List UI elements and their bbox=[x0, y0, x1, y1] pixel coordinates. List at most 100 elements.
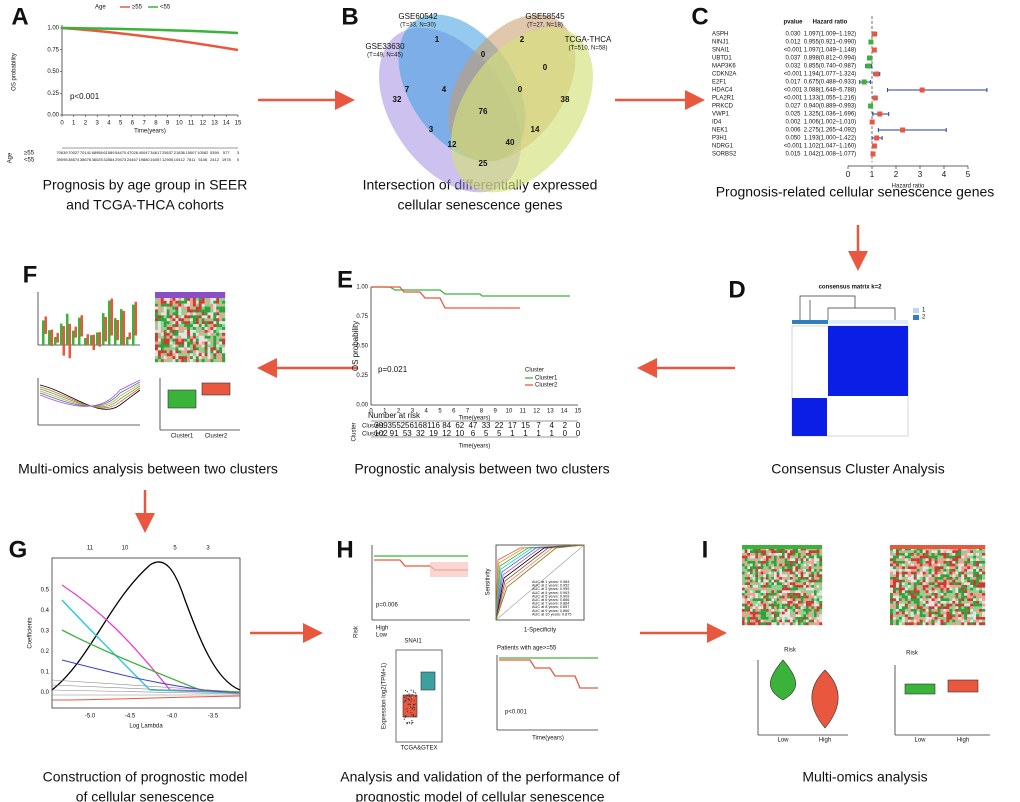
heat-cell bbox=[178, 309, 182, 313]
heat-cell bbox=[970, 595, 974, 599]
heat-cell bbox=[895, 574, 900, 578]
heat-cell bbox=[774, 601, 777, 604]
heat-cell bbox=[892, 609, 897, 612]
heat-cell bbox=[204, 303, 208, 307]
heat-cell bbox=[187, 327, 191, 331]
heat-cell bbox=[178, 338, 182, 342]
heat-cell bbox=[744, 585, 748, 588]
heat-cell bbox=[898, 579, 903, 583]
heat-cell bbox=[795, 569, 799, 572]
bar bbox=[60, 323, 63, 345]
x-tick-label: 9 bbox=[166, 121, 170, 127]
heat-cell bbox=[760, 601, 764, 604]
p-value: p<0.001 bbox=[505, 710, 528, 716]
heat-cell bbox=[792, 603, 796, 607]
heat-cell bbox=[803, 574, 807, 578]
panel-caption: Consensus Cluster Analysis bbox=[771, 461, 945, 477]
heat-cell bbox=[219, 312, 223, 316]
heat-cell bbox=[970, 587, 974, 591]
heat-cell bbox=[798, 563, 801, 567]
heat-cell bbox=[204, 309, 208, 313]
heat-cell bbox=[779, 555, 783, 559]
heat-cell bbox=[747, 622, 751, 626]
heat-cell bbox=[784, 574, 788, 578]
heat-cell bbox=[163, 324, 167, 328]
heat-cell bbox=[890, 585, 894, 588]
heat-cell bbox=[913, 601, 917, 604]
heat-cell bbox=[771, 601, 775, 604]
heat-cell bbox=[895, 553, 900, 556]
risk-count: 21836 bbox=[174, 150, 186, 155]
heat-cell bbox=[782, 606, 785, 610]
heat-cell bbox=[752, 582, 756, 586]
x-tick-label: 3 bbox=[411, 409, 415, 415]
heat-cell bbox=[961, 577, 965, 580]
heat-cell bbox=[806, 561, 809, 564]
heat-cell bbox=[790, 609, 793, 612]
heat-cell bbox=[907, 622, 911, 626]
x-tick-label: 15 bbox=[575, 409, 582, 415]
heat-cell bbox=[970, 619, 974, 623]
y-axis-label: Expression log2(TPM+1) bbox=[382, 663, 388, 729]
heat-cell bbox=[919, 619, 923, 623]
plot-frame bbox=[51, 557, 241, 709]
heat-cell bbox=[952, 582, 956, 586]
heat-cell bbox=[952, 587, 956, 591]
heat-cell bbox=[892, 582, 897, 586]
heat-cell bbox=[928, 611, 932, 615]
risk-count: 1 bbox=[523, 429, 528, 438]
heat-cell bbox=[178, 329, 182, 334]
y-tick-label: 0.00 bbox=[47, 113, 59, 119]
heat-cell bbox=[892, 622, 897, 626]
heat-cell bbox=[808, 553, 812, 556]
heat-cell bbox=[967, 614, 971, 618]
heat-cell bbox=[768, 582, 772, 586]
heat-cell bbox=[925, 582, 929, 586]
risk-row-label: Cluster1 bbox=[362, 424, 385, 430]
heat-cell bbox=[204, 341, 208, 345]
heat-cell bbox=[178, 300, 182, 304]
heat-cell bbox=[931, 561, 935, 564]
bar bbox=[134, 301, 137, 336]
heat-cell bbox=[976, 611, 980, 615]
heat-cell bbox=[787, 614, 791, 618]
heat-cell bbox=[934, 569, 938, 572]
heat-cell bbox=[967, 606, 971, 610]
heat-cell bbox=[910, 547, 914, 551]
heat-cell bbox=[955, 585, 959, 588]
heat-cell bbox=[744, 566, 748, 570]
heat-cell bbox=[181, 335, 185, 339]
heat-cell bbox=[937, 579, 941, 583]
heat-cell bbox=[928, 547, 932, 551]
heat-cell bbox=[943, 563, 947, 567]
heat-cell bbox=[760, 566, 764, 570]
legend-title: Age bbox=[95, 5, 106, 11]
heat-cell bbox=[814, 558, 817, 562]
heat-cell bbox=[800, 587, 804, 591]
bar bbox=[54, 336, 57, 345]
x-tick-label: 12 bbox=[533, 409, 540, 415]
heat-cell bbox=[919, 609, 923, 612]
heat-cell bbox=[766, 582, 769, 586]
heat-cell bbox=[814, 590, 817, 594]
heat-cell bbox=[771, 553, 775, 556]
heat-cell bbox=[755, 574, 759, 578]
gene-name: P3H1 bbox=[712, 136, 728, 142]
heat-cell bbox=[747, 614, 751, 618]
heat-cell bbox=[771, 577, 775, 580]
x-axis-label: TCGA&GTEX bbox=[400, 746, 437, 752]
heat-cell bbox=[913, 622, 917, 626]
heat-cell bbox=[967, 609, 971, 612]
heat-cell bbox=[922, 566, 926, 570]
heat-cell bbox=[808, 550, 812, 554]
heat-cell bbox=[169, 306, 173, 310]
heat-cell bbox=[204, 327, 208, 331]
heat-cell bbox=[195, 306, 199, 310]
heat-cell bbox=[808, 606, 812, 610]
heat-cell bbox=[798, 614, 801, 618]
heat-cell bbox=[800, 577, 804, 580]
heat-cell bbox=[907, 606, 911, 610]
heat-cell bbox=[890, 571, 894, 575]
risk-count: 2 bbox=[563, 421, 568, 430]
heat-cell bbox=[190, 309, 194, 313]
